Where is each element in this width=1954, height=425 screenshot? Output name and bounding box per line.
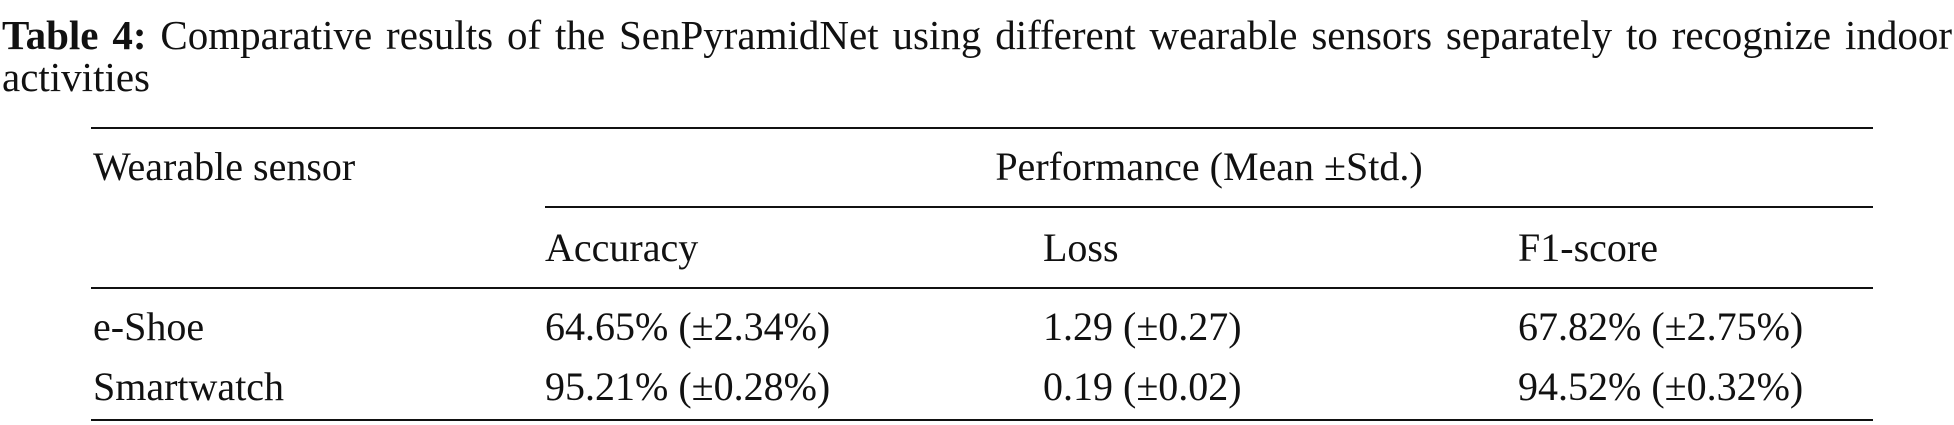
cell: 67.82% (±2.75%) — [1518, 304, 1804, 349]
cell: 0.19 (±0.02) — [1043, 364, 1242, 409]
cell: 1.29 (±0.27) — [1043, 304, 1242, 349]
header-cell: Wearable sensor — [93, 144, 356, 189]
cell: 64.65% (±2.34%) — [545, 304, 831, 349]
cell: Smartwatch — [93, 364, 285, 409]
cell: 95.21% (±0.28%) — [545, 364, 831, 409]
caption-text: Comparative results of the SenPyramidNet… — [2, 12, 1953, 100]
cell: 94.52% (±0.32%) — [1518, 364, 1804, 409]
caption: Table 4: Comparative results of the SenP… — [2, 14, 1952, 98]
top-rule — [91, 127, 1873, 129]
subheader-cell: Loss — [1043, 225, 1119, 270]
bottom-rule — [91, 419, 1873, 421]
header-cell: Performance (Mean ±Std.) — [995, 144, 1423, 189]
caption-label: Table 4: — [2, 12, 147, 58]
subheader-cell: F1-score — [1518, 225, 1658, 270]
subheader-cell: Accuracy — [545, 225, 699, 270]
header-rule — [91, 287, 1873, 289]
mid-rule — [545, 206, 1873, 208]
cell: e-Shoe — [93, 304, 205, 349]
